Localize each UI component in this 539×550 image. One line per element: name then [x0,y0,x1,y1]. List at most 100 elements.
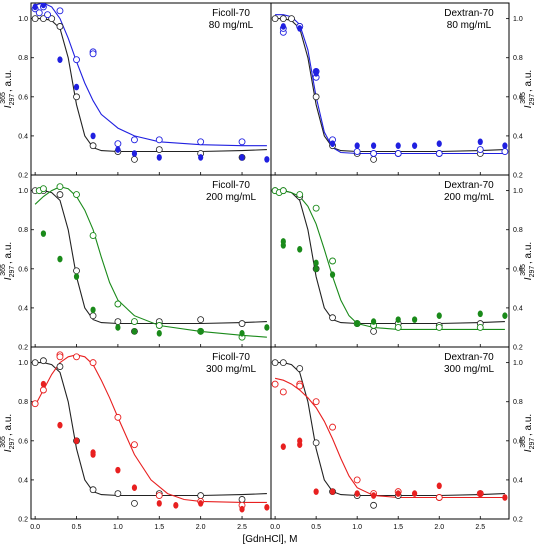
filled-marker [57,56,63,63]
filled-marker [173,502,179,509]
reference-open-marker [197,492,205,499]
filled-marker [354,320,360,327]
y-tick-label: 1.0 [18,16,28,23]
filled-marker [412,490,418,497]
open-marker [394,150,402,157]
reference-open-marker [271,359,279,367]
panel-title-line2: 300 mg/mL [206,364,256,375]
filled-marker [502,142,508,149]
filled-marker [156,154,162,161]
y-tick-label: 0.6 [18,438,28,445]
y-tick-label: 0.2 [513,517,523,524]
y-tick-label: 1.0 [18,360,28,367]
open-marker [89,359,97,367]
plot-area [31,183,270,341]
panel-title-line1: Dextran-70 [444,352,494,363]
open-marker [31,400,39,408]
open-marker [56,353,64,361]
filled-marker [297,441,303,449]
reference-open-marker [89,312,97,320]
crowded-fit-line [274,377,505,499]
reference-open-marker [31,15,39,23]
open-marker [296,382,304,390]
filled-marker [239,154,245,161]
reference-open-marker [40,15,47,23]
panel-title-line1: Dextran-70 [444,8,494,19]
reference-open-marker [329,314,336,322]
reference-open-marker [31,359,39,367]
reference-open-marker [56,23,64,30]
reference-open-marker [56,363,64,370]
filled-marker [115,324,121,331]
open-marker [238,138,246,146]
reference-fit-line [275,190,505,325]
crowded-fit-line [34,354,267,503]
reference-open-marker [114,318,122,325]
reference-open-marker [238,320,246,327]
y-tick-label: 0.6 [513,94,523,101]
filled-marker [156,330,162,337]
plot-area [271,14,509,163]
filled-marker [412,316,418,323]
open-marker [370,150,378,157]
filled-marker [32,3,38,11]
reference-open-marker [370,155,377,163]
filled-marker [313,488,319,495]
filled-marker [297,245,303,253]
open-marker [435,494,443,501]
panel-title-line2: 80 mg/mL [209,20,254,31]
filled-marker [354,490,360,497]
filled-marker [313,259,319,267]
y-tick-label: 0.8 [18,399,28,406]
reference-open-marker [238,496,246,503]
panel-title-line2: 80 mg/mL [447,20,492,31]
x-tick-label: 2.0 [434,524,444,531]
x-tick-label: 2.0 [196,524,206,531]
plot-area [271,187,508,335]
filled-marker [412,142,418,149]
filled-marker [57,255,63,263]
filled-marker [329,271,336,278]
reference-open-marker [370,501,377,509]
filled-marker [239,330,245,337]
reference-open-marker [279,15,287,23]
reference-open-marker [197,316,205,324]
plot-area [31,351,270,513]
filled-marker [40,3,47,9]
reference-open-marker [89,142,97,150]
open-marker [89,232,97,240]
y-tick-label: 0.2 [18,173,28,180]
filled-marker [264,156,270,163]
open-marker [476,146,484,154]
open-marker [56,7,64,15]
filled-marker [115,146,121,153]
y-tick-label: 0.4 [513,477,523,484]
filled-marker [90,451,96,458]
x-tick-label: 1.5 [154,524,164,531]
filled-marker [280,443,286,450]
panel-title-line2: 200 mg/mL [444,192,494,203]
open-marker [39,386,47,394]
y-tick-label: 0.4 [18,477,28,484]
filled-marker [239,505,245,513]
filled-marker [395,316,401,323]
open-marker [89,50,97,58]
reference-open-marker [40,357,47,365]
filled-marker [313,265,319,273]
reference-fit-line [35,18,267,153]
open-marker [73,353,80,361]
filled-marker [370,142,377,149]
reference-open-marker [131,499,138,507]
filled-marker [156,500,162,507]
filled-marker [436,140,442,148]
y-tick-label: 0.6 [18,266,28,273]
open-marker [155,136,163,144]
open-marker [435,150,443,157]
filled-marker [198,500,204,507]
panel-title-line1: Ficoll-70 [212,352,250,363]
open-marker [329,257,337,265]
